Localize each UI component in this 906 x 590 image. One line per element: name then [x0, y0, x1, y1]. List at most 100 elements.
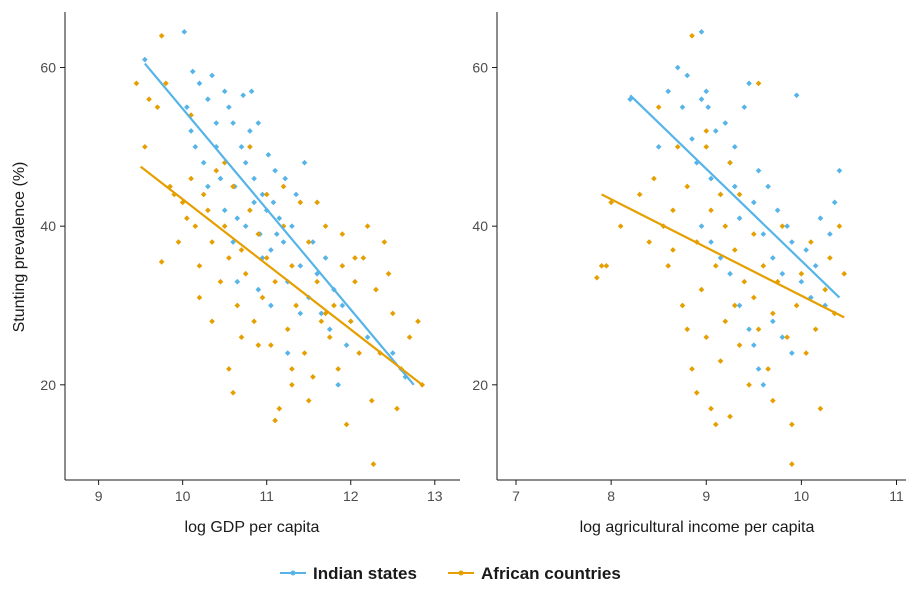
point-african-gdp [289, 381, 295, 388]
point-african-agri [736, 191, 743, 198]
point-indian-gdp [289, 223, 295, 229]
point-african-gdp [381, 239, 388, 245]
point-african-agri [703, 334, 710, 341]
point-indian-agri [703, 88, 710, 95]
point-indian-gdp [265, 151, 272, 158]
legend-label-indian: Indian states [313, 564, 417, 583]
point-indian-gdp [226, 104, 232, 111]
point-indian-gdp [301, 159, 308, 166]
legend-item-indian: Indian states [280, 564, 417, 583]
point-indian-gdp [282, 175, 289, 182]
point-african-gdp [301, 350, 308, 356]
y-tick-label: 20 [40, 377, 56, 393]
point-african-gdp [339, 231, 346, 237]
point-indian-gdp [213, 120, 220, 126]
point-african-gdp [192, 223, 199, 229]
point-african-agri [717, 191, 724, 198]
point-indian-gdp [322, 255, 329, 261]
point-indian-gdp [268, 247, 274, 253]
point-african-agri [722, 318, 729, 325]
point-african-agri [770, 397, 776, 404]
point-african-agri [703, 144, 710, 150]
point-african-agri [722, 223, 729, 229]
point-african-gdp [343, 421, 350, 428]
point-african-gdp [318, 318, 325, 325]
x-tick-label: 11 [889, 488, 904, 504]
point-indian-gdp [242, 223, 249, 229]
point-african-gdp [297, 199, 304, 206]
point-african-gdp [394, 405, 400, 412]
point-african-agri [841, 270, 848, 277]
point-african-gdp [234, 302, 241, 309]
point-indian-agri [708, 239, 714, 245]
point-african-gdp [268, 342, 274, 348]
legend-item-african: African countries [448, 564, 621, 583]
point-african-gdp [226, 366, 232, 372]
point-african-agri [746, 381, 752, 388]
point-indian-agri [755, 167, 762, 174]
point-african-gdp [142, 144, 148, 150]
point-african-gdp [335, 366, 341, 372]
point-african-agri [765, 366, 771, 372]
point-african-gdp [196, 294, 203, 301]
point-african-agri [603, 263, 610, 269]
point-african-agri [727, 159, 733, 166]
point-african-gdp [242, 270, 249, 277]
x-tick-label: 13 [427, 488, 443, 504]
point-indian-agri [793, 92, 800, 99]
point-indian-gdp [293, 191, 299, 198]
point-african-agri [741, 278, 748, 285]
point-african-gdp [205, 207, 211, 214]
point-indian-gdp [184, 104, 190, 111]
point-african-gdp [255, 231, 262, 237]
point-african-gdp [238, 247, 245, 253]
point-indian-gdp [339, 302, 346, 309]
point-african-gdp [163, 80, 169, 87]
point-african-agri [789, 461, 795, 467]
point-african-agri [636, 191, 643, 198]
point-indian-agri [689, 136, 695, 142]
point-indian-agri [705, 104, 711, 111]
point-african-gdp [272, 278, 278, 285]
point-african-gdp [356, 350, 362, 356]
point-indian-agri [736, 302, 743, 309]
point-indian-agri [698, 223, 705, 229]
point-indian-agri [698, 29, 705, 35]
point-indian-agri [746, 80, 752, 87]
point-african-gdp [293, 302, 299, 309]
point-indian-gdp [196, 80, 203, 87]
point-indian-gdp [280, 239, 287, 245]
point-indian-agri [760, 231, 767, 237]
point-african-gdp [175, 239, 182, 245]
point-indian-agri [770, 318, 776, 325]
point-african-agri [598, 263, 605, 269]
point-indian-gdp [247, 128, 253, 134]
point-african-agri [712, 263, 719, 269]
point-african-agri [693, 389, 700, 396]
point-african-agri [717, 358, 724, 364]
point-indian-gdp [221, 88, 228, 95]
point-indian-gdp [259, 191, 266, 198]
point-indian-agri [750, 342, 757, 348]
point-indian-gdp [364, 334, 371, 341]
point-indian-gdp [234, 215, 241, 222]
point-indian-agri [812, 263, 819, 269]
point-african-gdp [389, 310, 396, 317]
point-african-gdp [289, 263, 295, 269]
point-african-gdp [360, 255, 367, 261]
x-axis-title-gdp: log GDP per capita [185, 519, 320, 536]
point-indian-agri [698, 96, 705, 103]
y-tick-label: 60 [40, 60, 56, 76]
point-african-gdp [251, 318, 257, 325]
point-african-agri [684, 183, 691, 190]
point-african-agri [684, 326, 691, 333]
point-indian-gdp [238, 144, 245, 150]
point-indian-agri [755, 366, 762, 372]
gdp-panel: 9 10 11 12 13 20 40 60 [40, 12, 460, 504]
point-african-agri [755, 326, 762, 333]
point-african-gdp [158, 32, 165, 39]
point-indian-gdp [251, 175, 257, 182]
point-african-gdp [280, 183, 287, 190]
point-indian-agri [741, 104, 748, 111]
point-african-agri [779, 223, 786, 229]
